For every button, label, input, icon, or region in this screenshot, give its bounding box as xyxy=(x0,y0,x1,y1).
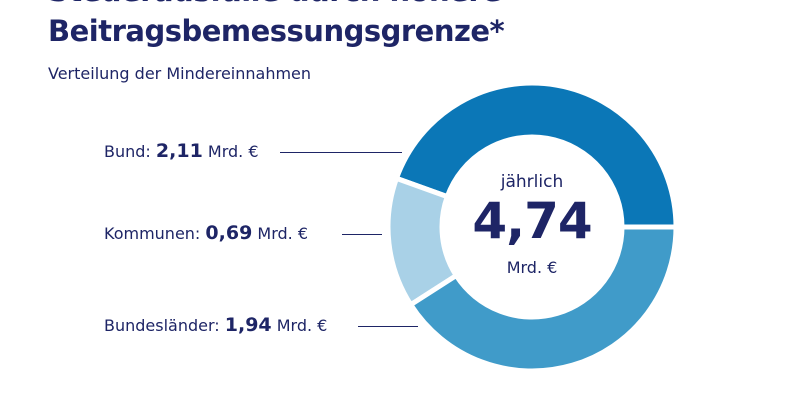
donut-slice-bundesländer xyxy=(407,224,679,374)
chart-title-line-2: Beitragsbemessungsgrenze* xyxy=(48,14,505,48)
leader-line-bundeslaender xyxy=(358,326,418,327)
leader-line-bund xyxy=(280,152,402,153)
label-bundeslaender: Bundesländer: 1,94 Mrd. € xyxy=(104,314,328,336)
chart-subtitle: Verteilung der Mindereinnahmen xyxy=(48,64,312,83)
total-unit: Mrd. € xyxy=(506,258,558,277)
chart-title-line-1: Steuerausfälle durch höhere xyxy=(48,0,502,8)
label-bund: Bund: 2,11 Mrd. € xyxy=(104,140,259,162)
label-kommunen: Kommunen: 0,69 Mrd. € xyxy=(104,222,308,244)
leader-line-kommunen xyxy=(342,234,382,235)
total-value: 4,74 xyxy=(472,192,592,250)
total-label: jährlich xyxy=(500,172,564,192)
donut-slice-bund xyxy=(393,80,679,230)
